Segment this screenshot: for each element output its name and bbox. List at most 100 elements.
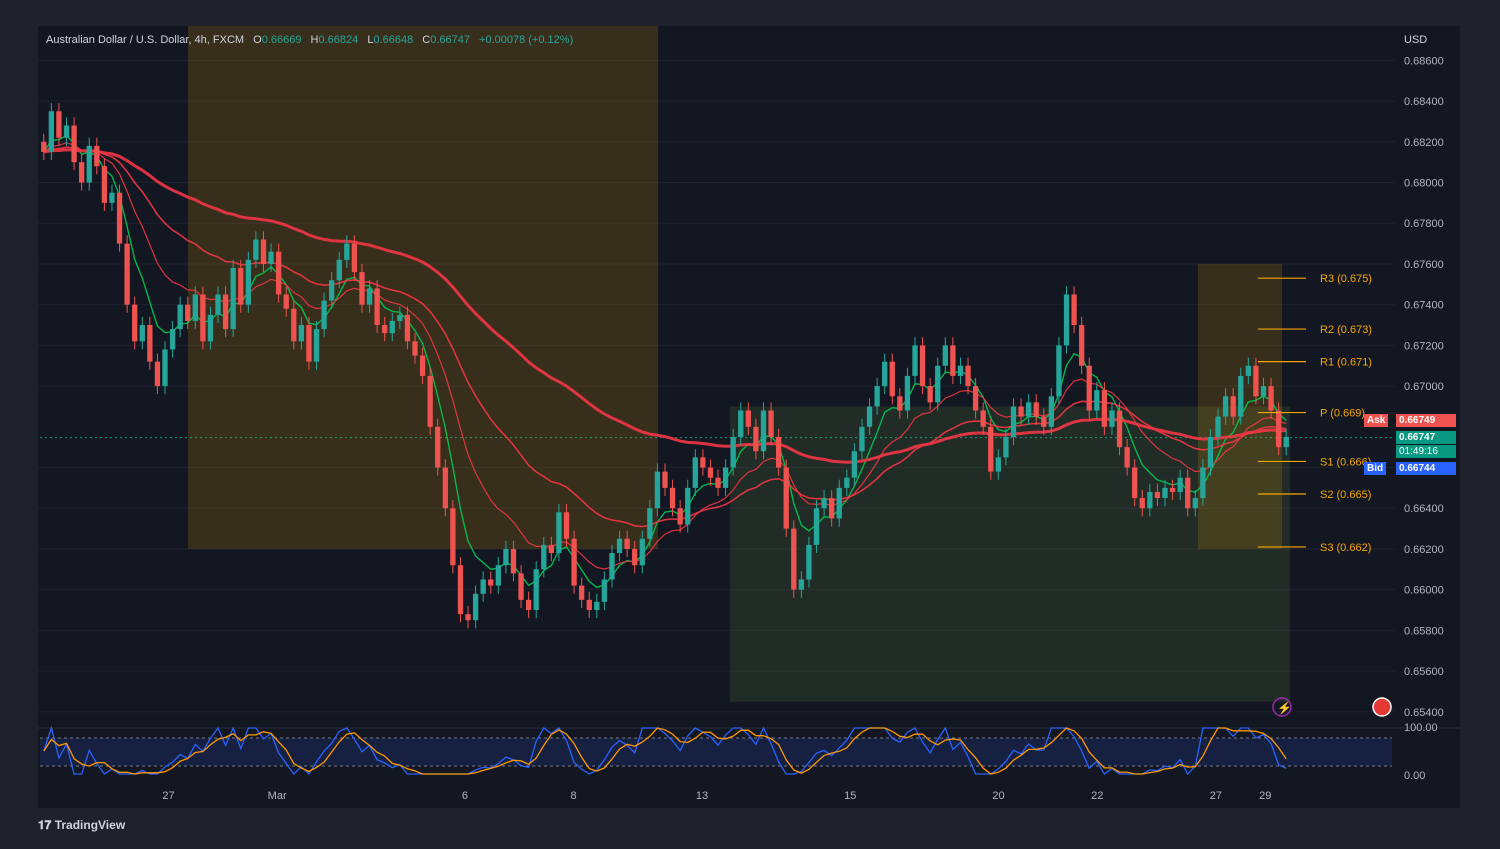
candle-body: [1018, 406, 1024, 417]
pivot-label: S1 (0.666): [1320, 456, 1371, 468]
candle-body: [1056, 345, 1062, 397]
candle-body: [1094, 390, 1100, 411]
time-tick-label: 29: [1259, 790, 1271, 802]
low-value: 0.66648: [373, 34, 414, 46]
pivot-label: R1 (0.671): [1320, 357, 1372, 369]
candle-body: [260, 239, 267, 264]
time-tick-label: 22: [1091, 790, 1103, 802]
candle-body: [344, 243, 350, 260]
us-flag-icon[interactable]: [1372, 697, 1392, 717]
candle-body: [1169, 487, 1176, 492]
candle-body: [238, 268, 244, 305]
bid-price: 0.66744: [1396, 462, 1456, 475]
candle-body: [86, 145, 92, 183]
candle-body: [541, 544, 547, 570]
candle-body: [1139, 498, 1145, 509]
symbol-title[interactable]: Australian Dollar / U.S. Dollar, 4h, FXC…: [46, 34, 245, 46]
candle-body: [609, 553, 615, 580]
candle-body: [1124, 447, 1130, 468]
candle-body: [56, 111, 62, 138]
ema-line: [43, 148, 1287, 464]
price-tick-label: 0.68400: [1404, 96, 1444, 108]
candle-body: [116, 192, 123, 244]
candle-body: [586, 599, 592, 611]
candle-body: [889, 361, 895, 397]
candle-body: [457, 565, 464, 615]
price-tick-label: 0.67600: [1404, 259, 1444, 271]
candle-body: [1063, 294, 1070, 346]
time-tick-label: 6: [462, 790, 468, 802]
pivot-levels: R3 (0.675) R2 (0.673) R1 (0.671) P (0.669) S…: [1258, 273, 1372, 554]
candle-body: [306, 325, 312, 362]
candle-body: [230, 268, 236, 330]
candle-body: [351, 243, 358, 273]
candle-body: [1207, 436, 1214, 468]
lightning-icon[interactable]: [1272, 697, 1292, 717]
currency-label[interactable]: USD: [1404, 34, 1428, 46]
time-tick-label: 27: [162, 790, 174, 802]
candle-body: [374, 288, 380, 326]
price-tick-label: 0.68600: [1404, 55, 1444, 67]
time-tick-label: Mar: [268, 790, 287, 802]
candle-body: [472, 593, 479, 621]
candle-body: [745, 410, 751, 427]
candle-body: [480, 579, 486, 594]
candle-body: [1116, 410, 1123, 448]
candle-body: [1162, 487, 1168, 499]
candle-body: [222, 294, 229, 330]
pivot-band-fill: [730, 406, 1290, 702]
bid-label: Bid: [1364, 462, 1387, 475]
candle-body: [874, 386, 880, 407]
close-value: 0.66747: [430, 34, 470, 46]
candle-body: [1200, 467, 1206, 499]
candle-body: [503, 548, 509, 566]
candle-body: [935, 365, 941, 403]
candle-body: [806, 544, 812, 580]
pivot-label: P (0.669): [1320, 408, 1365, 420]
pivot-label: S3 (0.662): [1320, 542, 1371, 554]
stochastic-oscillator: 100.00 0.00: [38, 722, 1460, 782]
candle-body: [533, 569, 539, 611]
candle-body: [465, 614, 471, 621]
candle-body: [791, 528, 797, 590]
candle-body: [548, 544, 555, 554]
pivot-label: S2 (0.665): [1320, 489, 1371, 501]
candle-body: [495, 565, 501, 586]
candle-body: [821, 498, 827, 509]
candle-body: [1245, 365, 1251, 376]
candle-body: [291, 308, 297, 342]
candle-body: [419, 355, 426, 376]
candle-body: [904, 375, 911, 411]
pivot-band-fill: [188, 26, 658, 549]
candle-body: [1132, 467, 1138, 499]
time-tick-label: 13: [696, 790, 708, 802]
time-axis[interactable]: 27 Mar 6 8 13 15 20 22 27 29: [162, 790, 1271, 802]
candle-body: [965, 365, 971, 387]
candle-body: [882, 361, 888, 387]
candles: [41, 103, 1289, 629]
lightning-glyph: ⚡: [1277, 701, 1292, 715]
candle-body: [321, 300, 327, 330]
candle-body: [1222, 396, 1229, 417]
candle-body: [1275, 410, 1282, 448]
candle-body: [616, 538, 623, 554]
candle-body: [79, 162, 85, 183]
time-tick-label: 15: [844, 790, 856, 802]
candle-body: [722, 467, 729, 488]
candle-body: [253, 239, 259, 260]
candle-body: [177, 304, 183, 330]
candle-body: [1230, 396, 1236, 417]
candle-body: [298, 325, 305, 342]
high-value: 0.66824: [318, 34, 359, 46]
candle-body: [63, 125, 70, 138]
candle-body: [866, 406, 873, 427]
candle-body: [942, 345, 948, 366]
tradingview-logo[interactable]: 𝟏𝟕 TradingView: [38, 818, 125, 833]
price-tick-label: 0.65800: [1404, 625, 1444, 637]
price-tick-label: 0.65400: [1404, 707, 1444, 719]
candle-body: [1177, 477, 1183, 492]
candle-body: [389, 320, 395, 334]
price-tick-label: 0.67200: [1404, 340, 1444, 352]
